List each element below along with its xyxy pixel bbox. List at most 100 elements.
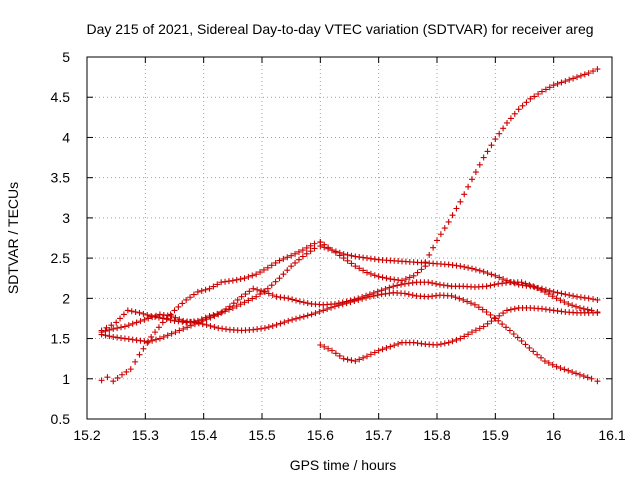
data-point bbox=[257, 291, 264, 298]
data-point bbox=[550, 288, 557, 295]
data-point bbox=[285, 295, 292, 302]
data-point bbox=[364, 353, 370, 360]
data-point bbox=[545, 359, 552, 366]
data-point bbox=[149, 337, 156, 344]
data-point bbox=[269, 292, 276, 299]
data-point bbox=[514, 334, 521, 341]
data-point bbox=[211, 324, 218, 331]
data-point bbox=[344, 356, 351, 363]
data-point bbox=[289, 296, 296, 303]
data-point bbox=[449, 212, 456, 219]
data-point bbox=[344, 257, 351, 264]
data-point bbox=[534, 285, 541, 292]
data-point bbox=[276, 275, 283, 282]
data-point bbox=[167, 317, 174, 324]
data-point bbox=[171, 307, 178, 314]
data-point bbox=[488, 271, 495, 278]
data-point bbox=[285, 317, 292, 324]
data-point bbox=[457, 263, 464, 270]
data-point bbox=[503, 324, 510, 331]
data-point bbox=[457, 335, 464, 342]
data-point bbox=[414, 269, 421, 276]
data-layer bbox=[98, 66, 601, 385]
data-point bbox=[500, 125, 507, 132]
data-point bbox=[317, 243, 324, 250]
data-point bbox=[562, 291, 569, 298]
data-point bbox=[106, 326, 113, 333]
data-point bbox=[117, 315, 124, 322]
data-point bbox=[168, 330, 175, 337]
data-point bbox=[168, 313, 175, 320]
data-point bbox=[538, 354, 545, 361]
data-point bbox=[288, 263, 295, 270]
data-point bbox=[299, 247, 306, 254]
data-point bbox=[530, 348, 537, 355]
data-point bbox=[311, 245, 318, 252]
data-point bbox=[550, 82, 557, 89]
data-point bbox=[129, 320, 136, 327]
data-point bbox=[576, 304, 583, 311]
data-point bbox=[332, 350, 339, 357]
data-point bbox=[312, 310, 319, 317]
data-point bbox=[574, 74, 580, 81]
data-point bbox=[253, 271, 260, 278]
data-point bbox=[585, 295, 592, 302]
data-point bbox=[390, 283, 397, 290]
data-point bbox=[118, 324, 125, 331]
data-point bbox=[132, 309, 139, 316]
x-tick-label: 15.7 bbox=[365, 427, 392, 443]
data-point bbox=[268, 262, 275, 269]
data-point bbox=[475, 304, 482, 311]
grid-layer bbox=[87, 57, 612, 419]
data-point bbox=[401, 290, 408, 297]
data-point bbox=[260, 266, 267, 273]
data-point bbox=[549, 361, 556, 368]
data-point bbox=[395, 340, 402, 347]
x-tick-label: 16.1 bbox=[598, 427, 625, 443]
data-point bbox=[124, 307, 131, 314]
data-point bbox=[562, 78, 569, 85]
data-point bbox=[215, 311, 222, 318]
series-track-F bbox=[98, 279, 601, 345]
data-point bbox=[496, 130, 503, 137]
data-point bbox=[245, 297, 252, 304]
data-point bbox=[164, 332, 171, 339]
data-point bbox=[584, 374, 591, 381]
data-point bbox=[553, 363, 560, 370]
data-point bbox=[367, 270, 374, 277]
data-point bbox=[569, 302, 576, 309]
data-point bbox=[336, 352, 343, 359]
data-point bbox=[108, 322, 115, 329]
data-point bbox=[394, 282, 401, 289]
data-point bbox=[480, 323, 487, 330]
data-point bbox=[405, 291, 412, 298]
x-tick-label: 15.2 bbox=[73, 427, 100, 443]
data-point bbox=[149, 314, 156, 321]
data-point bbox=[539, 88, 545, 95]
data-point bbox=[261, 325, 268, 332]
data-point bbox=[172, 314, 179, 321]
data-point bbox=[500, 276, 507, 283]
data-point bbox=[241, 299, 248, 306]
data-point bbox=[545, 291, 552, 298]
data-point bbox=[127, 366, 134, 373]
data-point bbox=[594, 296, 601, 303]
data-point bbox=[293, 297, 300, 304]
data-point bbox=[484, 148, 491, 155]
data-point bbox=[383, 275, 390, 282]
data-point bbox=[258, 287, 265, 294]
data-point bbox=[356, 265, 363, 272]
data-point bbox=[344, 251, 351, 258]
data-point bbox=[340, 255, 347, 262]
data-point bbox=[295, 248, 302, 255]
data-point bbox=[409, 292, 416, 299]
data-point bbox=[304, 312, 311, 319]
data-point bbox=[163, 316, 170, 323]
data-point bbox=[233, 276, 240, 283]
data-point bbox=[300, 299, 307, 306]
data-point bbox=[191, 321, 198, 328]
data-point bbox=[194, 288, 201, 295]
data-point bbox=[277, 320, 284, 327]
data-point bbox=[500, 310, 507, 317]
data-point bbox=[561, 366, 568, 373]
